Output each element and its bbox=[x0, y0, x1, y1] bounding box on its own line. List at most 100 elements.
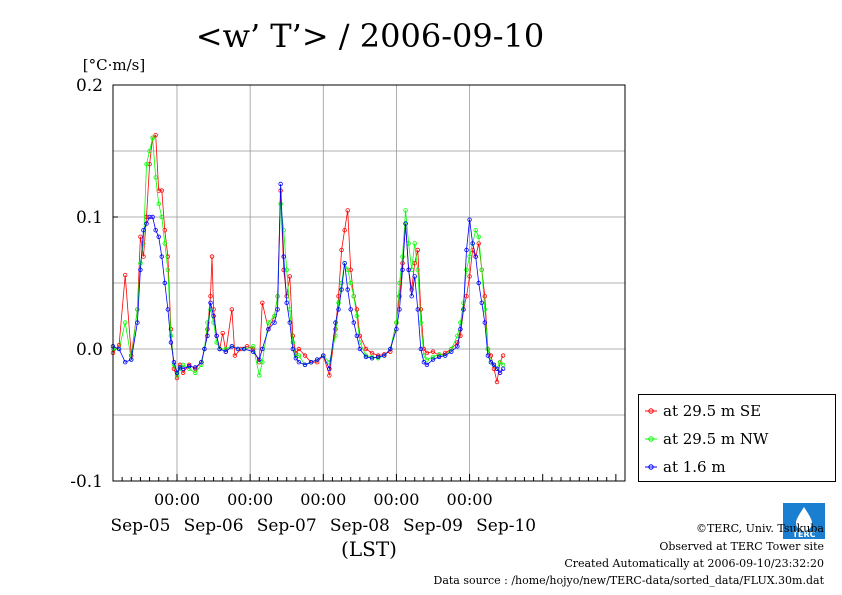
data-point bbox=[281, 227, 286, 233]
data-point bbox=[290, 340, 296, 345]
data-point bbox=[500, 353, 506, 358]
data-point bbox=[223, 346, 228, 352]
data-point bbox=[397, 307, 402, 312]
data-point bbox=[497, 370, 503, 375]
data-point bbox=[199, 360, 204, 365]
legend-item-low: at 1.6 m bbox=[645, 457, 726, 477]
data-point bbox=[449, 349, 454, 354]
data-point bbox=[388, 349, 393, 354]
grid-lines bbox=[113, 84, 625, 482]
data-point bbox=[482, 294, 488, 299]
data-point bbox=[458, 333, 463, 338]
data-point bbox=[436, 353, 442, 358]
data-point bbox=[217, 346, 222, 352]
series-2 bbox=[110, 181, 506, 375]
data-point bbox=[348, 280, 353, 286]
data-point bbox=[199, 362, 204, 368]
data-point bbox=[250, 344, 256, 349]
data-point bbox=[235, 346, 241, 352]
data-point bbox=[467, 274, 472, 279]
data-point bbox=[186, 363, 192, 369]
data-point bbox=[159, 188, 164, 193]
data-point bbox=[290, 346, 296, 352]
data-point bbox=[296, 346, 302, 352]
terc-logo: TERC bbox=[783, 503, 825, 539]
data-point bbox=[193, 365, 198, 370]
data-point bbox=[458, 327, 463, 332]
data-point bbox=[388, 346, 393, 352]
data-point bbox=[342, 261, 347, 266]
data-point bbox=[354, 333, 360, 338]
data-point bbox=[415, 247, 420, 253]
data-point bbox=[369, 356, 375, 361]
y-tick-label: 0.1 bbox=[76, 208, 103, 228]
data-point bbox=[339, 247, 344, 253]
data-point bbox=[369, 354, 375, 360]
data-point bbox=[424, 362, 430, 368]
data-point bbox=[153, 175, 158, 180]
data-point bbox=[351, 320, 356, 325]
data-point bbox=[165, 307, 171, 312]
data-point bbox=[293, 356, 299, 361]
series-line bbox=[112, 183, 504, 374]
data-point bbox=[479, 300, 484, 305]
data-point bbox=[205, 333, 210, 338]
data-point bbox=[421, 346, 427, 352]
data-point bbox=[375, 353, 381, 358]
data-point bbox=[223, 349, 228, 354]
data-point bbox=[144, 161, 149, 167]
data-point bbox=[168, 333, 174, 338]
data-point bbox=[174, 370, 180, 375]
data-point bbox=[278, 181, 283, 187]
data-point bbox=[159, 214, 164, 220]
data-point bbox=[141, 227, 146, 233]
data-point bbox=[442, 350, 448, 356]
data-point bbox=[458, 320, 463, 325]
data-point bbox=[455, 344, 460, 349]
data-point bbox=[135, 307, 140, 312]
data-point bbox=[418, 346, 424, 352]
data-point bbox=[281, 254, 286, 259]
svg-text:TERC: TERC bbox=[793, 530, 816, 539]
data-point bbox=[147, 214, 152, 220]
data-point bbox=[382, 353, 387, 358]
data-point bbox=[363, 346, 369, 352]
data-point bbox=[412, 274, 417, 279]
data-point bbox=[382, 352, 387, 357]
x-date-tick-label: Sep-05 bbox=[110, 516, 170, 536]
data-point bbox=[209, 254, 215, 259]
data-point bbox=[122, 360, 128, 365]
data-point bbox=[345, 267, 350, 272]
data-point bbox=[327, 373, 332, 378]
x-time-tick-label: 00:00 bbox=[227, 490, 273, 509]
data-point bbox=[354, 307, 360, 312]
data-point bbox=[403, 208, 408, 213]
data-point bbox=[485, 346, 491, 352]
data-point bbox=[211, 313, 216, 319]
data-point bbox=[260, 300, 265, 305]
y-tick-label: 0.0 bbox=[76, 340, 103, 360]
data-point bbox=[342, 227, 347, 233]
data-point bbox=[415, 267, 420, 272]
data-point bbox=[205, 320, 210, 325]
data-point bbox=[409, 267, 414, 272]
legend-item-se: at 29.5 m SE bbox=[645, 401, 761, 421]
footer-source: Data source : /home/hojyo/new/TERC-data/… bbox=[433, 574, 825, 587]
data-point bbox=[302, 353, 308, 358]
data-point bbox=[153, 132, 158, 138]
data-point bbox=[464, 247, 469, 253]
data-point bbox=[464, 294, 469, 299]
data-point bbox=[406, 267, 411, 272]
data-point bbox=[168, 340, 174, 345]
data-point bbox=[442, 353, 448, 358]
x-date-tick-label: Sep-06 bbox=[184, 516, 244, 536]
data-point bbox=[321, 353, 326, 358]
footer-created: Created Automatically at 2006-09-10/23:3… bbox=[564, 557, 824, 570]
data-point bbox=[500, 362, 506, 368]
data-point bbox=[357, 333, 363, 338]
data-point bbox=[208, 294, 213, 299]
data-point bbox=[464, 267, 469, 272]
data-point bbox=[363, 353, 369, 358]
data-point bbox=[400, 254, 405, 259]
data-point bbox=[430, 354, 436, 360]
